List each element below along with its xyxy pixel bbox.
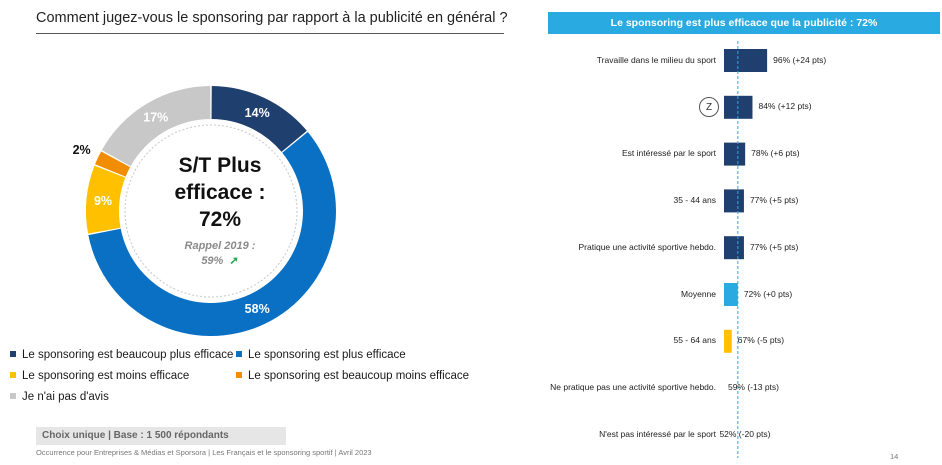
- title-underline: [36, 33, 504, 34]
- legend-item-moins: Le sponsoring est moins efficace: [10, 370, 189, 382]
- bar-value-label: 72% (+0 pts): [743, 288, 793, 299]
- legend-swatch: [10, 392, 16, 399]
- source-note: Occurrence pour Entreprises & Médias et …: [36, 448, 372, 457]
- right-title-prefix: Le sponsoring est plus efficace que la p…: [610, 17, 857, 29]
- bar: [724, 49, 768, 72]
- center-line-3: 72%: [198, 208, 242, 231]
- bar-value-label: 96% (+24 pts): [773, 54, 827, 65]
- bar-category-label: Travaille dans le milieu du sport: [596, 54, 716, 65]
- donut-slice-label: 17%: [143, 111, 168, 125]
- donut-slice: [101, 86, 211, 167]
- recall-2019: Rappel 2019 : 59% ➚: [128, 239, 312, 269]
- donut-center-text: S/T Plus efficace : 72% Rappel 2019 : 59…: [128, 152, 312, 269]
- bar-value-label: 84% (+12 pts): [758, 101, 812, 112]
- trend-up-icon: ➚: [229, 255, 239, 267]
- legend-item-plus: Le sponsoring est plus efficace: [236, 349, 406, 361]
- legend-item-sans-avis: Je n'ai pas d'avis: [10, 391, 109, 403]
- donut-slice: [88, 131, 336, 336]
- bar-category-label: 55 - 64 ans: [673, 335, 716, 346]
- legend-item-beaucoup-plus: Le sponsoring est beaucoup plus efficace: [10, 349, 233, 361]
- right-chart-title: Le sponsoring est plus efficace que la p…: [548, 12, 940, 34]
- donut-slice-label: 14%: [245, 106, 270, 120]
- bar-value-label: 78% (+6 pts): [751, 148, 800, 159]
- donut-slice-label: 2%: [73, 143, 91, 157]
- bar-category-label: Moyenne: [681, 288, 716, 299]
- reference-marker: [734, 36, 741, 40]
- recall-value: 59%: [201, 255, 224, 267]
- base-note: Choix unique | Base : 1 500 répondants: [36, 427, 286, 445]
- bar-value-label: 77% (+5 pts): [749, 241, 799, 252]
- donut-slice: [211, 86, 307, 152]
- bar: [724, 189, 744, 213]
- bar-category-label: N'est pas intéressé par le sport: [599, 428, 716, 439]
- page-title: Comment jugez-vous le sponsoring par rap…: [36, 10, 508, 26]
- generation-z-badge: Z: [699, 97, 719, 117]
- bar: [724, 236, 744, 260]
- page-number: 14: [890, 452, 899, 461]
- donut-inner-ring: [124, 124, 298, 298]
- right-title-value: 72%: [856, 17, 878, 29]
- legend-swatch: [236, 350, 242, 357]
- legend-item-beaucoup-moins: Le sponsoring est beaucoup moins efficac…: [236, 370, 469, 382]
- bar-category-label: Est intéressé par le sport: [621, 148, 716, 159]
- bar-category-label: Pratique une activité sportive hebdo.: [578, 241, 716, 252]
- donut-slice: [85, 165, 126, 234]
- donut-slice-label: 58%: [245, 302, 270, 316]
- donut-slice-label: 9%: [94, 194, 112, 208]
- bar: [724, 329, 732, 353]
- bar-value-label: 59% (-13 pts): [727, 382, 779, 393]
- legend-swatch: [236, 371, 242, 378]
- bar-category-label: 35 - 44 ans: [673, 194, 716, 205]
- bar-value-label: 67% (-5 pts): [737, 335, 785, 346]
- bar: [724, 142, 746, 166]
- bar-category-label: Ne pratique pas une activité sportive he…: [550, 382, 716, 393]
- recall-label: Rappel 2019 :: [184, 240, 256, 252]
- center-line-1: S/T Plus: [178, 154, 262, 177]
- legend-swatch: [10, 371, 16, 378]
- legend-swatch: [10, 350, 16, 357]
- donut-slice: [95, 151, 131, 177]
- bar-value-label: 77% (+5 pts): [749, 194, 799, 205]
- bar: [724, 283, 738, 306]
- center-line-2: efficace :: [174, 181, 266, 204]
- bar-value-label: 52% (-20 pts): [719, 428, 771, 439]
